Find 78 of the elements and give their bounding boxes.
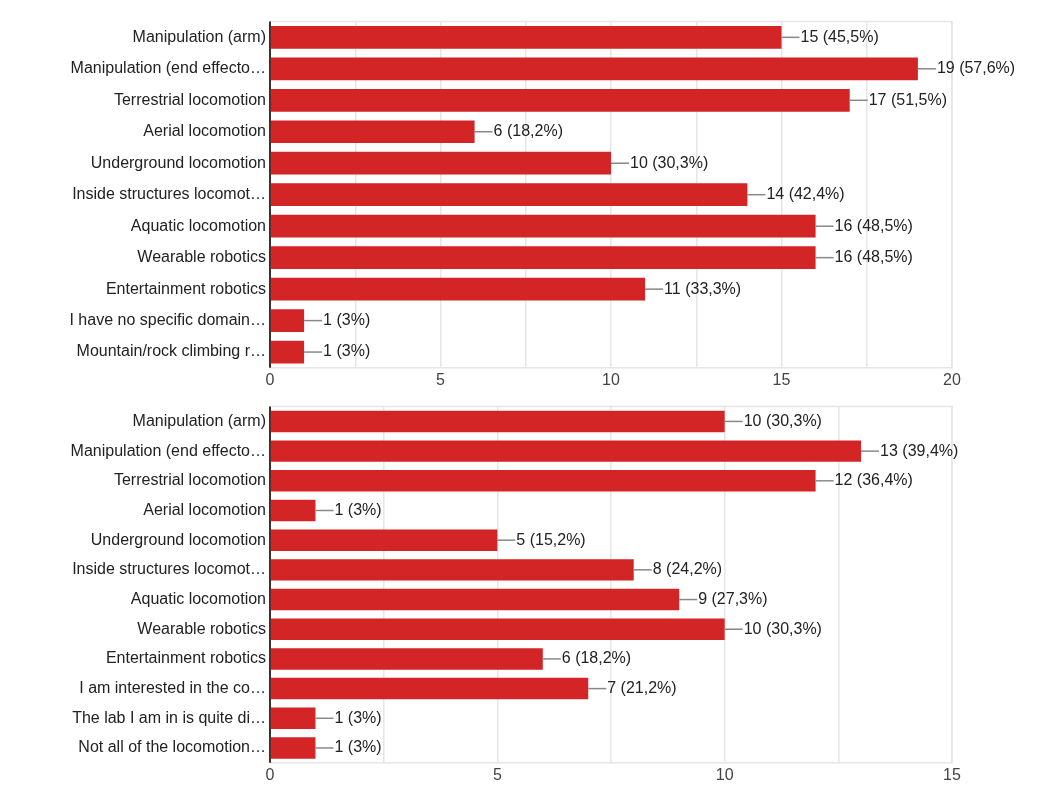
y-tick-label: Wearable robotics [137,248,266,266]
bar [270,410,725,433]
data-label: 10 (30,3%) [743,411,822,429]
bar [270,737,316,759]
data-label: 1 (3%) [334,738,382,756]
data-label: 15 (45,5%) [800,27,879,45]
x-tick-label: 10 [715,765,734,783]
y-tick-label: Underground locomotion [90,153,266,171]
data-label: 10 (30,3%) [743,619,822,637]
data-label: 6 (18,2%) [493,122,563,140]
data-label: 12 (36,4%) [834,471,913,489]
x-tick-label: 10 [602,370,620,388]
y-tick-label: Manipulation (end effecto… [70,441,266,459]
bar [270,214,816,238]
y-tick-label: Aquatic locomotion [130,589,266,607]
bar [270,648,543,670]
y-tick-label: Wearable robotics [137,619,266,637]
bar [270,57,918,81]
data-label: 10 (30,3%) [630,153,709,171]
bar [270,588,680,611]
y-tick-label: Terrestrial locomotion [113,90,266,108]
bar [270,120,475,144]
data-label: 8 (24,2%) [652,560,723,578]
x-tick-label: 5 [492,765,502,783]
data-label: 1 (3%) [334,708,382,726]
y-tick-label: Entertainment robotics [105,279,266,297]
y-tick-label: Inside structures locomot… [72,560,266,578]
y-tick-label: Terrestrial locomotion [113,471,266,489]
bar [270,88,850,112]
y-tick-label: Underground locomotion [90,530,266,548]
data-label: 9 (27,3%) [698,589,768,607]
data-label: 1 (3%) [323,311,371,328]
data-label: 16 (48,5%) [834,216,913,234]
bar [270,25,782,49]
bar [270,277,646,301]
bar [270,529,498,551]
x-tick-label: 20 [943,370,961,388]
data-label: 7 (21,2%) [607,679,677,696]
bar [270,151,611,175]
data-label: 17 (51,5%) [868,90,947,108]
bar [270,677,589,700]
bar [270,559,634,581]
y-tick-label: Entertainment robotics [105,649,266,667]
bar [270,707,316,729]
y-tick-label: I am interested in the co… [79,679,266,696]
data-label: 1 (3%) [334,500,382,518]
data-label: 5 (15,2%) [516,530,586,548]
y-tick-label: Not all of the locomotion… [78,738,266,756]
data-label: 6 (18,2%) [561,649,632,667]
y-tick-label: Manipulation (arm) [132,411,266,429]
x-tick-label: 0 [265,765,275,783]
data-label: 14 (42,4%) [766,185,845,203]
data-label: 11 (33,3%) [664,279,742,297]
bar [270,340,305,364]
y-tick-label: Aerial locomotion [143,500,266,518]
y-tick-label: Manipulation (end effecto… [70,59,266,77]
y-tick-label: I have no specific domain… [69,311,266,328]
bar [270,183,748,207]
y-tick-label: The lab I am in is quite di… [72,708,266,726]
x-tick-label: 0 [265,370,275,388]
data-label: 16 (48,5%) [834,248,913,266]
x-tick-label: 15 [772,370,791,388]
bar [270,440,862,462]
bar [270,618,725,640]
y-tick-label: Aerial locomotion [143,122,266,140]
data-label: 1 (3%) [323,342,371,360]
y-tick-label: Mountain/rock climbing r… [76,342,266,360]
x-tick-label: 15 [943,765,961,783]
bar [270,470,816,492]
bar [270,309,305,332]
y-tick-label: Manipulation (arm) [132,27,266,45]
y-tick-label: Inside structures locomot… [72,185,266,203]
bar [270,499,316,522]
x-tick-label: 5 [436,370,446,388]
bar [270,246,816,270]
data-label: 19 (57,6%) [936,59,1016,77]
y-tick-label: Aquatic locomotion [130,216,266,234]
data-label: 13 (39,4%) [880,441,959,459]
